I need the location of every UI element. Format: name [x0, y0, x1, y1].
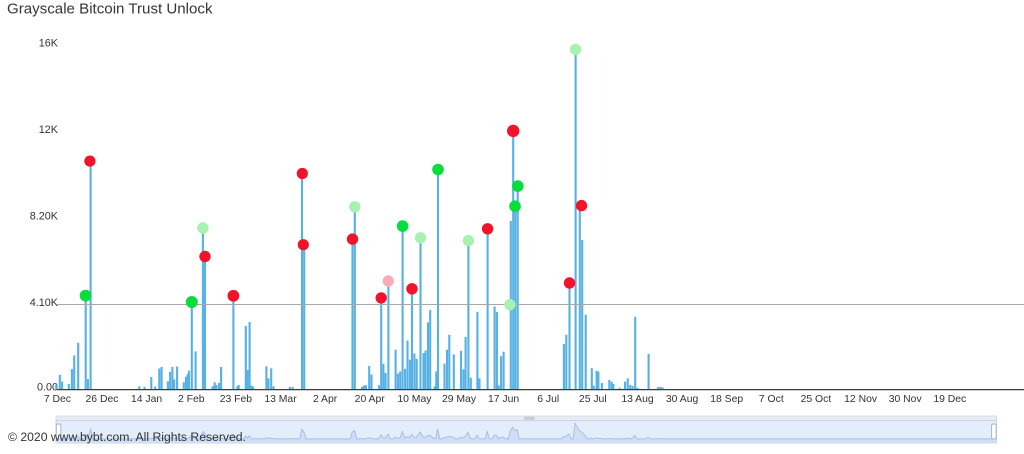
svg-text:20 Apr: 20 Apr — [355, 394, 386, 405]
svg-text:6 Jul: 6 Jul — [537, 394, 559, 405]
svg-text:2 Feb: 2 Feb — [178, 394, 205, 405]
svg-text:2 Apr: 2 Apr — [313, 394, 338, 405]
svg-text:4.10K: 4.10K — [30, 297, 59, 309]
svg-text:30 Nov: 30 Nov — [889, 394, 923, 405]
svg-text:7 Oct: 7 Oct — [759, 394, 784, 405]
svg-text:25 Jul: 25 Jul — [579, 394, 607, 405]
svg-text:12K: 12K — [39, 124, 59, 136]
svg-text:© 2020 www.bybt.com. All Right: © 2020 www.bybt.com. All Rights Reserved… — [8, 430, 246, 444]
svg-text:29 May: 29 May — [442, 394, 477, 405]
svg-text:16K: 16K — [39, 38, 59, 50]
svg-text:13 Aug: 13 Aug — [621, 394, 654, 405]
svg-text:13 Mar: 13 Mar — [264, 394, 297, 405]
svg-text:Grayscale Bitcoin Trust Unlock: Grayscale Bitcoin Trust Unlock — [7, 1, 213, 18]
svg-text:7 Dec: 7 Dec — [44, 394, 71, 405]
svg-text:14 Jan: 14 Jan — [131, 394, 162, 405]
svg-text:0.00: 0.00 — [37, 381, 58, 393]
svg-text:26 Dec: 26 Dec — [86, 394, 119, 405]
svg-text:17 Jun: 17 Jun — [488, 394, 519, 405]
svg-text:23 Feb: 23 Feb — [220, 394, 253, 405]
svg-text:30 Aug: 30 Aug — [666, 394, 699, 405]
svg-text:25 Oct: 25 Oct — [801, 394, 832, 405]
svg-text:10 May: 10 May — [397, 394, 432, 405]
svg-text:18 Sep: 18 Sep — [710, 394, 743, 405]
svg-text:8.20K: 8.20K — [30, 211, 59, 223]
svg-text:12 Nov: 12 Nov — [844, 394, 878, 405]
svg-text:19 Dec: 19 Dec — [933, 394, 966, 405]
